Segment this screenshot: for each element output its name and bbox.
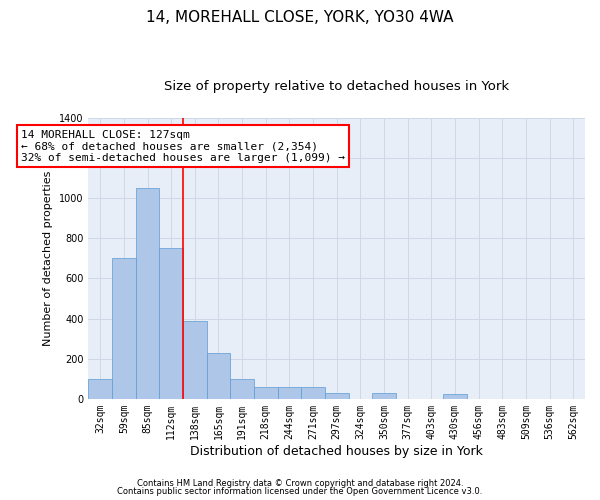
Bar xyxy=(160,248,183,399)
Text: 14, MOREHALL CLOSE, YORK, YO30 4WA: 14, MOREHALL CLOSE, YORK, YO30 4WA xyxy=(146,10,454,25)
Text: 14 MOREHALL CLOSE: 127sqm
← 68% of detached houses are smaller (2,354)
32% of se: 14 MOREHALL CLOSE: 127sqm ← 68% of detac… xyxy=(21,130,345,163)
Bar xyxy=(230,379,254,399)
Bar xyxy=(136,188,160,399)
Bar xyxy=(443,394,467,399)
Bar xyxy=(183,320,206,399)
Bar xyxy=(278,387,301,399)
Bar xyxy=(206,352,230,399)
Y-axis label: Number of detached properties: Number of detached properties xyxy=(43,170,53,346)
Text: Contains HM Land Registry data © Crown copyright and database right 2024.: Contains HM Land Registry data © Crown c… xyxy=(137,478,463,488)
Title: Size of property relative to detached houses in York: Size of property relative to detached ho… xyxy=(164,80,509,93)
Bar xyxy=(301,387,325,399)
Bar xyxy=(372,393,396,399)
Text: Contains public sector information licensed under the Open Government Licence v3: Contains public sector information licen… xyxy=(118,487,482,496)
Bar xyxy=(254,387,278,399)
X-axis label: Distribution of detached houses by size in York: Distribution of detached houses by size … xyxy=(190,444,483,458)
Bar xyxy=(112,258,136,399)
Bar xyxy=(88,379,112,399)
Bar xyxy=(325,393,349,399)
